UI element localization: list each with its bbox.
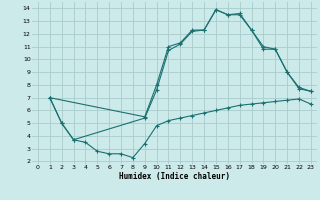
- X-axis label: Humidex (Indice chaleur): Humidex (Indice chaleur): [119, 172, 230, 181]
